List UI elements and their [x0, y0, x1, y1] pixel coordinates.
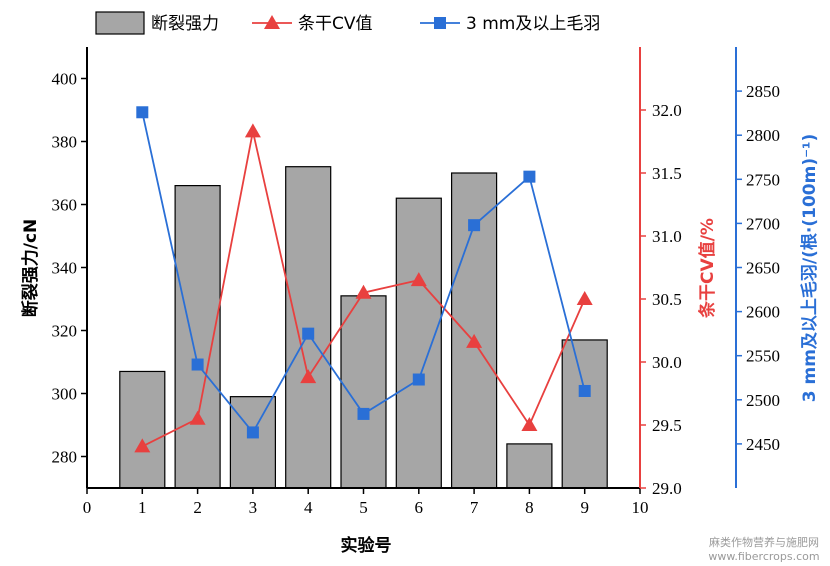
- series-1-point-4: [302, 327, 315, 340]
- series-0-point-4: [300, 369, 317, 384]
- lines-group: [134, 106, 593, 453]
- right2-tick-label-2500: 2500: [746, 391, 780, 410]
- series-1-point-8: [523, 170, 536, 183]
- bar-1: [119, 370, 166, 489]
- axes-group: 0 1 2 3 4 5 6 7 8 9 10 280 300 320 340 360 380 400 29.0 29.…: [52, 47, 780, 517]
- legend-marker-1: [264, 15, 280, 29]
- series-1-point-9: [578, 384, 591, 397]
- watermark-line2: www.fibercrops.com: [708, 550, 819, 563]
- right2-tick-label-2450: 2450: [746, 435, 780, 454]
- left-axis-title: 断裂强力/cN: [20, 219, 41, 318]
- series-1-point-3: [246, 426, 259, 439]
- legend-swatch-0: [95, 11, 145, 35]
- left-tick-label-300: 300: [52, 385, 78, 404]
- series-0-point-5: [355, 284, 372, 299]
- series-0-point-8: [521, 417, 538, 431]
- right1-tick-label-30.5: 30.5: [652, 290, 682, 309]
- series-1-point-2: [191, 358, 204, 371]
- right2-tick-label-2700: 2700: [746, 214, 780, 233]
- x-tick-label-1: 1: [138, 498, 147, 517]
- bar-6: [395, 197, 442, 489]
- x-tick-label-0: 0: [83, 498, 92, 517]
- right1-tick-label-30.0: 30.0: [652, 353, 682, 372]
- legend: 断裂强力 条干CV值 3 mm及以上毛羽: [95, 11, 600, 35]
- right2-tick-label-2850: 2850: [746, 82, 780, 101]
- x-tick-label-10: 10: [632, 498, 649, 517]
- legend-label-1: 条干CV值: [298, 14, 373, 34]
- x-tick-label-6: 6: [415, 498, 424, 517]
- legend-label-2: 3 mm及以上毛羽: [466, 14, 600, 34]
- right1-tick-label-32.0: 32.0: [652, 101, 682, 120]
- x-tick-label-4: 4: [304, 498, 313, 517]
- series-0-point-3: [244, 123, 261, 138]
- left-tick-label-360: 360: [52, 196, 78, 215]
- series-0-point-6: [410, 272, 427, 287]
- series-1-point-1: [136, 106, 149, 119]
- bar-4: [285, 166, 332, 489]
- series-0-point-9: [576, 291, 593, 305]
- x-tick-label-3: 3: [249, 498, 258, 517]
- legend-marker-2: [434, 17, 446, 29]
- bars-group: [119, 166, 608, 489]
- right1-tick-label-31.5: 31.5: [652, 164, 682, 183]
- right1-tick-label-29.0: 29.0: [652, 479, 682, 498]
- left-tick-label-320: 320: [52, 322, 78, 341]
- right2-tick-label-2600: 2600: [746, 303, 780, 322]
- right2-tick-label-2650: 2650: [746, 259, 780, 278]
- right2-tick-label-2800: 2800: [746, 126, 780, 145]
- left-tick-label-280: 280: [52, 448, 78, 467]
- bar-8: [506, 443, 553, 489]
- series-1-point-7: [468, 219, 481, 232]
- left-tick-label-340: 340: [52, 259, 78, 278]
- right2-axis-title: 3 mm及以上毛羽/(根·(100m)⁻¹): [799, 134, 820, 403]
- x-tick-label-9: 9: [580, 498, 589, 517]
- series-1-point-5: [357, 407, 370, 420]
- right1-tick-label-31.0: 31.0: [652, 227, 682, 246]
- left-tick-label-380: 380: [52, 133, 78, 152]
- series-1-point-6: [412, 373, 425, 386]
- right2-tick-label-2750: 2750: [746, 170, 780, 189]
- left-tick-label-400: 400: [52, 70, 78, 89]
- x-tick-label-5: 5: [359, 498, 368, 517]
- bar-9: [561, 339, 608, 489]
- bar-3: [229, 396, 276, 489]
- series-0-point-7: [466, 333, 483, 348]
- x-tick-label-7: 7: [470, 498, 479, 517]
- x-tick-label-2: 2: [193, 498, 202, 517]
- x-tick-label-8: 8: [525, 498, 534, 517]
- series-0-point-2: [189, 410, 206, 425]
- series-0-point-1: [134, 438, 151, 453]
- right2-tick-label-2550: 2550: [746, 347, 780, 366]
- watermark-line1: 麻类作物营养与施肥网: [709, 535, 819, 549]
- legend-label-0: 断裂强力: [151, 14, 219, 34]
- right1-axis-title: 条干CV值/%: [697, 218, 718, 319]
- right1-tick-label-29.5: 29.5: [652, 416, 682, 435]
- x-axis-title: 实验号: [341, 535, 392, 556]
